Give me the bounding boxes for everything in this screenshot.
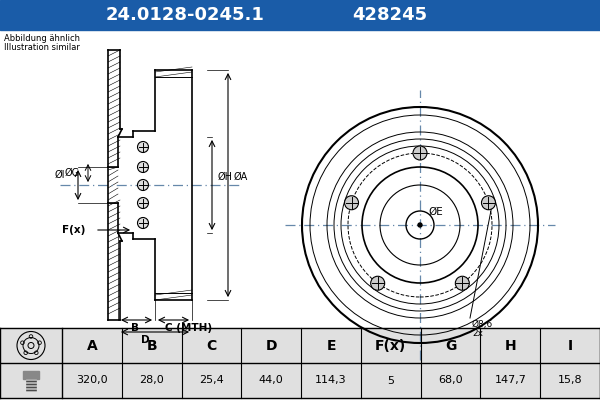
- Text: C: C: [206, 338, 217, 352]
- Circle shape: [371, 276, 385, 290]
- Text: 2x: 2x: [472, 329, 483, 338]
- Text: 428245: 428245: [352, 6, 428, 24]
- Text: ØE: ØE: [428, 207, 443, 217]
- Text: 320,0: 320,0: [76, 376, 108, 386]
- Text: 24.0128-0245.1: 24.0128-0245.1: [106, 6, 265, 24]
- Text: ØA: ØA: [234, 172, 248, 182]
- Circle shape: [137, 218, 149, 228]
- Bar: [23, 370, 39, 378]
- Bar: [0, 0, 600, 30]
- Circle shape: [481, 196, 496, 210]
- Circle shape: [344, 196, 359, 210]
- Circle shape: [418, 223, 422, 227]
- Circle shape: [137, 180, 149, 190]
- Circle shape: [137, 142, 149, 152]
- Text: B: B: [131, 323, 139, 333]
- Text: G: G: [445, 338, 456, 352]
- Text: 25,4: 25,4: [199, 376, 224, 386]
- Text: Abbildung ähnlich: Abbildung ähnlich: [4, 34, 80, 43]
- Circle shape: [413, 146, 427, 160]
- Text: D: D: [140, 335, 149, 345]
- Text: I: I: [568, 338, 572, 352]
- Bar: [0, 328, 600, 398]
- Text: B: B: [146, 338, 157, 352]
- Text: F(x): F(x): [375, 338, 406, 352]
- Text: 114,3: 114,3: [315, 376, 347, 386]
- Text: Ø8,6: Ø8,6: [472, 320, 493, 329]
- Circle shape: [137, 198, 149, 208]
- Text: F(x): F(x): [62, 225, 85, 235]
- Text: 5: 5: [387, 376, 394, 386]
- Text: 28,0: 28,0: [139, 376, 164, 386]
- Circle shape: [137, 162, 149, 172]
- Text: 147,7: 147,7: [494, 376, 526, 386]
- Text: 44,0: 44,0: [259, 376, 284, 386]
- Text: 68,0: 68,0: [438, 376, 463, 386]
- Text: D: D: [265, 338, 277, 352]
- Bar: [26, 378, 36, 390]
- Text: ØH: ØH: [218, 172, 233, 182]
- Text: E: E: [326, 338, 336, 352]
- Text: ØI: ØI: [55, 170, 65, 180]
- Text: 15,8: 15,8: [558, 376, 583, 386]
- Text: ØG: ØG: [64, 168, 80, 178]
- Circle shape: [455, 276, 469, 290]
- Text: H: H: [505, 338, 516, 352]
- Text: Illustration similar: Illustration similar: [4, 43, 80, 52]
- Text: A: A: [86, 338, 97, 352]
- Text: C (MTH): C (MTH): [165, 323, 212, 333]
